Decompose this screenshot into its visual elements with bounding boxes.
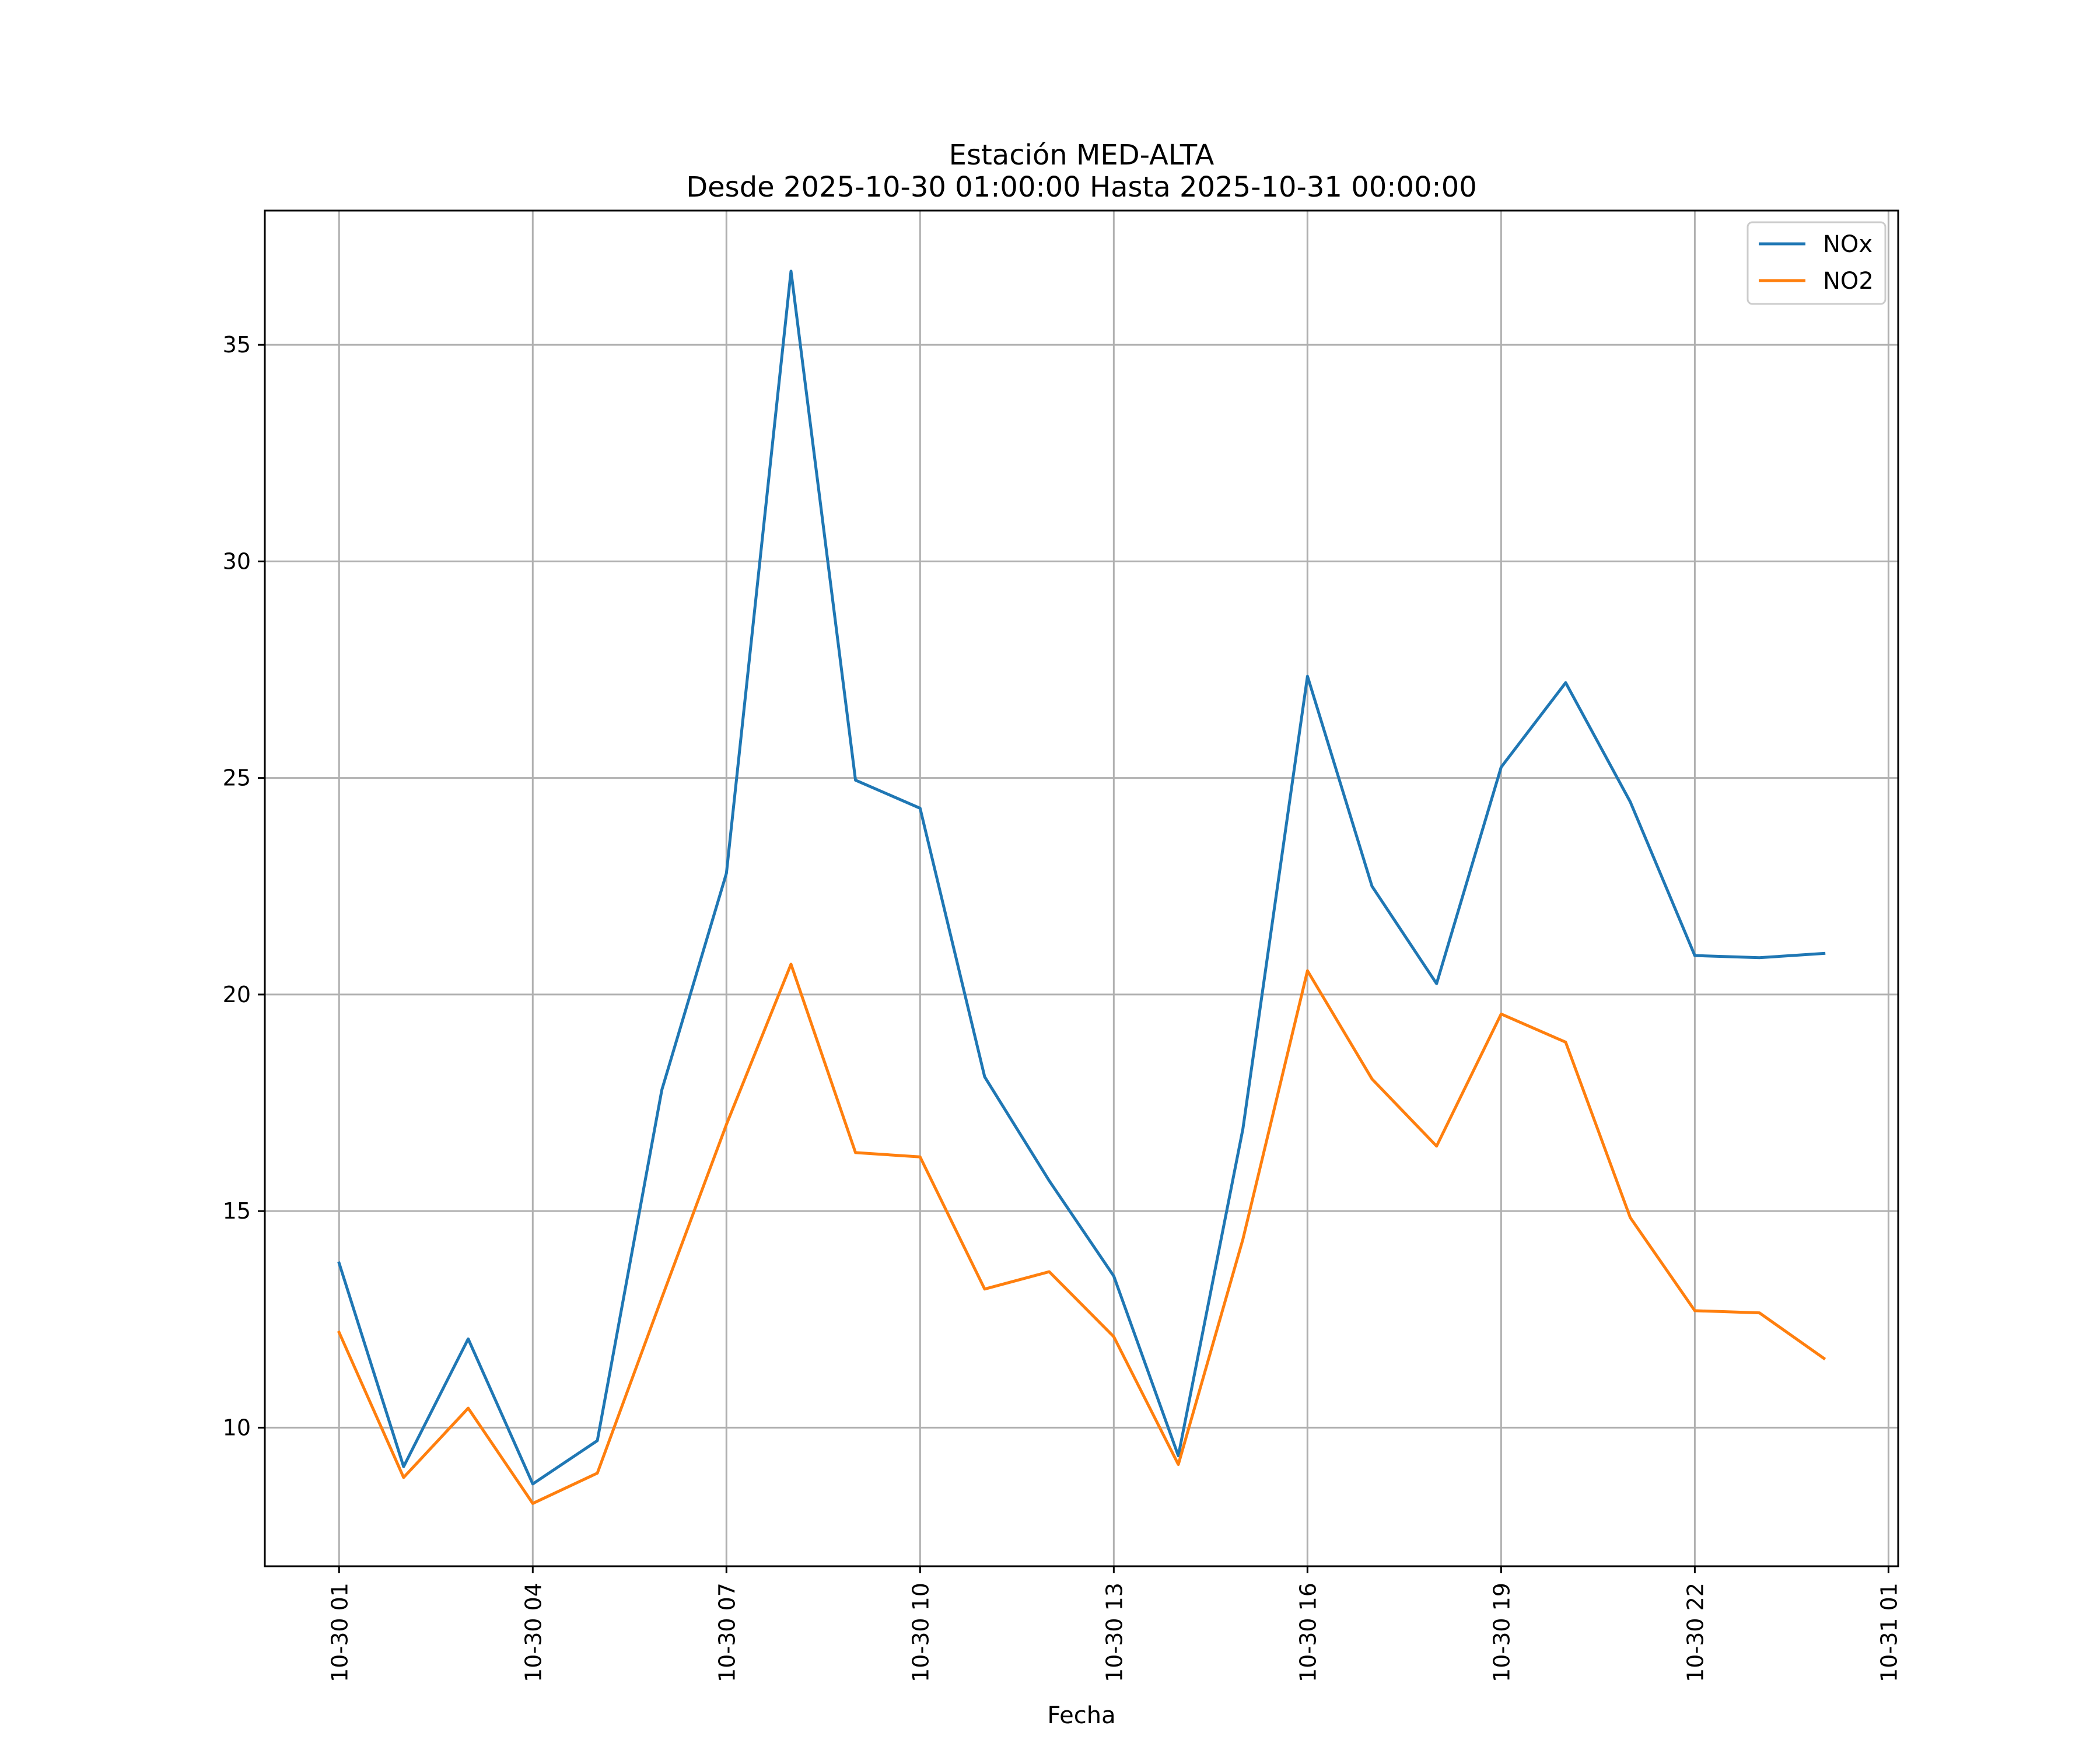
data-point-nox — [594, 1437, 601, 1444]
series-lines — [335, 268, 1828, 1507]
data-point-nox — [465, 1335, 472, 1342]
data-point-no2 — [723, 1121, 730, 1128]
data-point-no2 — [1756, 1310, 1763, 1317]
plot-area-frame — [264, 209, 1899, 1567]
y-tick-label: 25 — [223, 765, 251, 791]
x-tick-label: 10-30 22 — [1682, 1583, 1708, 1682]
y-axis-ticks: 10 15 20 25 30 35 — [223, 332, 265, 1440]
x-axis-label: Fecha — [1047, 1702, 1115, 1729]
data-point-nox — [788, 268, 794, 275]
grid-lines — [265, 211, 1898, 1566]
x-tick-label: 10-30 04 — [520, 1583, 546, 1682]
data-point-nox — [659, 1086, 666, 1093]
data-point-no2 — [1562, 1039, 1569, 1046]
x-axis-ticks: 10-30 01 10-30 04 10-30 07 10-30 10 10-30 13… — [327, 1566, 1902, 1682]
data-point-nox — [981, 1073, 988, 1080]
data-point-no2 — [916, 1153, 923, 1160]
data-point-no2 — [1691, 1307, 1698, 1314]
data-point-no2 — [1240, 1236, 1247, 1242]
data-point-no2 — [400, 1474, 407, 1481]
x-tick-label: 10-31 01 — [1876, 1583, 1902, 1682]
data-point-nox — [1046, 1177, 1053, 1184]
data-point-nox — [529, 1480, 536, 1488]
legend-label-nox: NOx — [1823, 231, 1873, 258]
y-tick-label: 10 — [223, 1415, 251, 1440]
data-point-no2 — [1304, 967, 1311, 974]
data-point-no2 — [1821, 1355, 1828, 1362]
data-point-nox — [1627, 799, 1634, 806]
data-point-no2 — [1497, 1010, 1504, 1017]
data-point-nox — [1691, 952, 1698, 959]
data-point-nox — [723, 870, 730, 877]
data-point-nox — [852, 776, 859, 783]
y-tick-label: 15 — [223, 1198, 251, 1224]
data-point-no2 — [335, 1329, 342, 1336]
series-line-no2 — [337, 963, 1826, 1505]
data-point-nox — [1497, 764, 1504, 771]
data-point-nox — [1368, 883, 1376, 890]
data-point-no2 — [659, 1294, 666, 1301]
data-point-no2 — [1175, 1461, 1182, 1468]
data-point-nox — [1562, 679, 1569, 686]
x-tick-label: 10-30 13 — [1101, 1583, 1127, 1682]
chart-title: Estación MED-ALTA — [949, 139, 1214, 172]
data-point-nox — [1110, 1273, 1117, 1280]
series-line-nox — [337, 270, 1826, 1486]
data-point-nox — [1304, 673, 1311, 680]
x-tick-label: 10-30 01 — [327, 1583, 352, 1682]
data-point-nox — [1240, 1125, 1247, 1132]
data-point-no2 — [465, 1405, 472, 1412]
y-tick-label: 30 — [223, 548, 251, 574]
data-point-nox — [916, 805, 923, 812]
data-point-no2 — [1627, 1214, 1634, 1221]
data-point-no2 — [1368, 1076, 1376, 1083]
y-tick-label: 20 — [223, 982, 251, 1007]
x-tick-label: 10-30 10 — [908, 1583, 933, 1682]
data-point-no2 — [788, 961, 794, 968]
data-point-no2 — [594, 1469, 601, 1476]
data-point-no2 — [529, 1500, 536, 1507]
y-tick-label: 35 — [223, 332, 251, 358]
data-point-no2 — [1110, 1334, 1117, 1340]
data-point-nox — [1433, 980, 1440, 987]
data-point-nox — [1821, 950, 1828, 957]
chart-subtitle: Desde 2025-10-30 01:00:00 Hasta 2025-10-… — [686, 171, 1477, 204]
data-point-no2 — [981, 1286, 988, 1293]
legend: NOx NO2 — [1746, 221, 1887, 305]
legend-label-no2: NO2 — [1823, 268, 1874, 295]
data-point-nox — [335, 1259, 342, 1266]
data-point-nox — [1756, 954, 1763, 961]
data-point-no2 — [1046, 1268, 1053, 1275]
data-point-no2 — [852, 1149, 859, 1156]
x-tick-label: 10-30 07 — [714, 1583, 740, 1682]
x-tick-label: 10-30 16 — [1295, 1583, 1321, 1682]
data-point-no2 — [1433, 1143, 1440, 1150]
x-tick-label: 10-30 19 — [1489, 1583, 1514, 1682]
